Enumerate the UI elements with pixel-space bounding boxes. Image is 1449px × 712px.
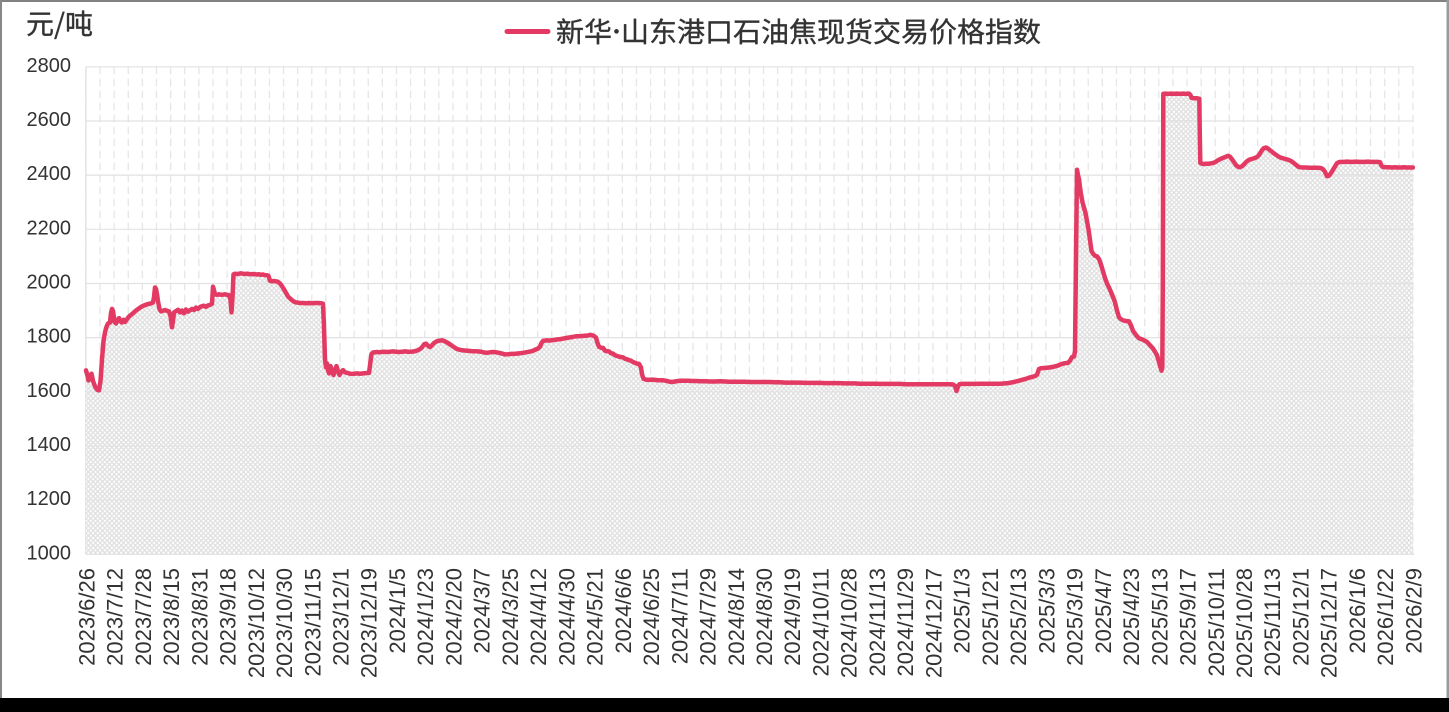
svg-text:1000: 1000 [27,542,72,564]
svg-text:2023/9/18: 2023/9/18 [216,568,241,666]
svg-text:1600: 1600 [27,380,72,402]
svg-text:2024/1/23: 2024/1/23 [413,568,438,666]
svg-text:2025/12/1: 2025/12/1 [1289,568,1314,666]
svg-text:2600: 2600 [27,109,72,131]
svg-text:2024/8/30: 2024/8/30 [752,568,777,666]
svg-text:2025/2/13: 2025/2/13 [1006,568,1031,666]
svg-text:2000: 2000 [27,272,72,294]
svg-text:2025/1/3: 2025/1/3 [950,568,975,654]
svg-text:2024/12/17: 2024/12/17 [921,568,946,678]
svg-text:2024/7/29: 2024/7/29 [696,568,721,666]
svg-text:2024/8/14: 2024/8/14 [724,568,749,666]
svg-text:2024/7/11: 2024/7/11 [667,568,692,664]
svg-text:2025/4/7: 2025/4/7 [1091,568,1116,654]
svg-text:2023/12/19: 2023/12/19 [357,568,382,678]
svg-text:2024/3/7: 2024/3/7 [470,568,495,654]
svg-text:1200: 1200 [27,488,72,510]
svg-text:2024/10/28: 2024/10/28 [837,568,862,678]
svg-text:2026/1/6: 2026/1/6 [1345,568,1370,654]
svg-text:2023/10/12: 2023/10/12 [244,568,269,678]
svg-text:2023/8/15: 2023/8/15 [159,568,184,666]
svg-text:2024/6/25: 2024/6/25 [639,568,664,666]
svg-text:2023/10/30: 2023/10/30 [272,568,297,678]
svg-text:2023/6/26: 2023/6/26 [74,568,99,666]
svg-text:2200: 2200 [27,217,72,239]
svg-text:2025/4/23: 2025/4/23 [1119,568,1144,666]
svg-text:2026/2/9: 2026/2/9 [1401,568,1426,654]
svg-text:2026/1/22: 2026/1/22 [1373,568,1398,666]
svg-text:2023/7/12: 2023/7/12 [103,568,128,666]
svg-text:2024/10/11: 2024/10/11 [809,568,834,676]
svg-text:2025/10/11: 2025/10/11 [1204,568,1229,676]
svg-text:2025/12/17: 2025/12/17 [1317,568,1342,678]
svg-text:2025/5/13: 2025/5/13 [1147,568,1172,666]
svg-text:2023/11/15: 2023/11/15 [300,568,325,676]
svg-text:2023/12/1: 2023/12/1 [329,568,354,666]
svg-text:2025/9/17: 2025/9/17 [1176,568,1201,666]
svg-text:2024/3/25: 2024/3/25 [498,568,523,666]
svg-text:2024/5/21: 2024/5/21 [583,568,608,666]
svg-text:2024/11/29: 2024/11/29 [893,568,918,676]
svg-text:2025/3/3: 2025/3/3 [1034,568,1059,654]
svg-text:2024/6/6: 2024/6/6 [611,568,636,654]
svg-text:2800: 2800 [27,55,72,77]
svg-text:2025/3/19: 2025/3/19 [1063,568,1088,666]
svg-text:2400: 2400 [27,163,72,185]
svg-text:2025/11/13: 2025/11/13 [1260,568,1285,676]
svg-text:2024/2/20: 2024/2/20 [441,568,466,666]
svg-text:2024/4/12: 2024/4/12 [526,568,551,666]
svg-text:1800: 1800 [27,326,72,348]
svg-text:2025/10/28: 2025/10/28 [1232,568,1257,678]
svg-text:2023/7/28: 2023/7/28 [131,568,156,666]
svg-text:2024/1/5: 2024/1/5 [385,568,410,654]
svg-text:2024/9/19: 2024/9/19 [780,568,805,666]
svg-text:2024/11/13: 2024/11/13 [865,568,890,676]
svg-text:2023/8/31: 2023/8/31 [187,568,212,666]
svg-text:2024/4/30: 2024/4/30 [554,568,579,666]
svg-text:1400: 1400 [27,434,72,456]
svg-text:2025/1/21: 2025/1/21 [978,568,1003,666]
